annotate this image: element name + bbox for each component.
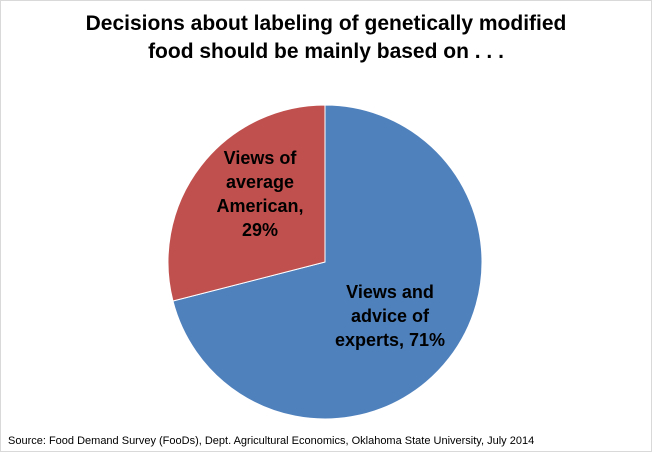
- slice-label-experts: Views and advice of experts, 71%: [300, 280, 480, 352]
- chart-title: Decisions about labeling of genetically …: [0, 10, 652, 66]
- slice-label-experts-line-1: Views and: [346, 282, 434, 302]
- pie-slice-experts: [172, 104, 483, 420]
- pie-slice-average-american: [167, 104, 326, 302]
- slice-label-experts-line-3: experts, 71%: [334, 330, 446, 350]
- slice-label-american-line-1: Views of: [223, 148, 297, 168]
- slice-label-experts-line-2: advice of: [350, 306, 430, 326]
- slice-label-average-american: Views of average American, 29%: [190, 146, 330, 242]
- chart-title-line-1: Decisions about labeling of genetically …: [85, 12, 567, 35]
- slice-label-american-line-3: American,: [216, 196, 304, 216]
- slice-label-american-line-2: average: [225, 172, 295, 192]
- source-note: Source: Food Demand Survey (FooDs), Dept…: [8, 435, 535, 447]
- chart-title-line-2: food should be mainly based on . . .: [148, 40, 504, 63]
- slice-label-american-line-4: 29%: [241, 220, 279, 240]
